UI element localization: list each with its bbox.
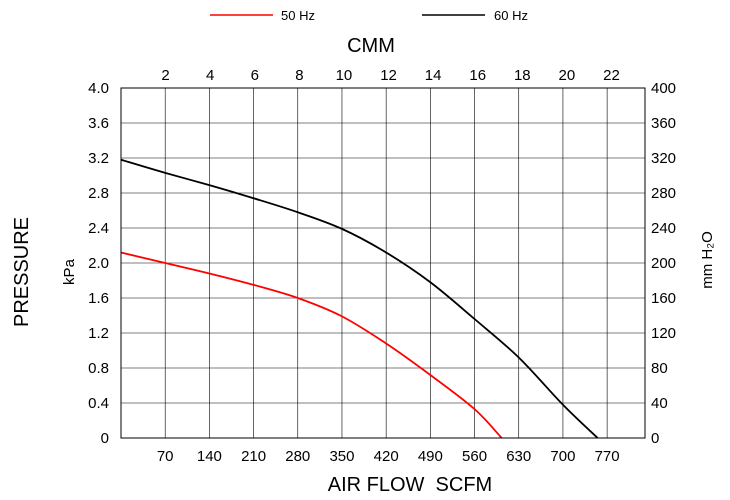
x-tick-label: 560 (462, 448, 487, 465)
y-tick-label: 2.4 (88, 220, 109, 237)
tick-labels: 0 0 0.4 40 0.8 80 1.2 120 1.6 160 2.0 200 2.4 240 2.8 2… (88, 67, 676, 465)
legend-label-50hz: 50 Hz (281, 8, 315, 23)
x2-tick-label: 18 (514, 67, 531, 84)
left-axis-title: PRESSURE (11, 217, 33, 327)
x-tick-label: 210 (241, 448, 266, 465)
y-tick-label: 0.4 (88, 395, 109, 412)
y-tick-label: 2.0 (88, 255, 109, 272)
grid (121, 87, 645, 439)
x-tick-label: 140 (197, 448, 222, 465)
y2-tick-label: 280 (651, 185, 676, 202)
y-tick-label: 0.8 (88, 360, 109, 377)
x-tick-label: 350 (329, 448, 354, 465)
y-tick-label: 4.0 (88, 80, 109, 97)
legend-label-60hz: 60 Hz (494, 8, 528, 23)
y-tick-label: 0 (101, 430, 109, 447)
left-unit-label: kPa (61, 258, 78, 285)
right-unit-label: mm H₂O (699, 231, 716, 288)
y2-tick-label: 320 (651, 150, 676, 167)
y-tick-label: 2.8 (88, 185, 109, 202)
x-tick-label: 280 (285, 448, 310, 465)
y2-tick-label: 120 (651, 325, 676, 342)
y2-tick-label: 80 (651, 360, 668, 377)
y2-tick-label: 40 (651, 395, 668, 412)
y2-tick-label: 400 (651, 80, 676, 97)
y2-tick-label: 240 (651, 220, 676, 237)
y-tick-label: 3.6 (88, 115, 109, 132)
x2-tick-label: 16 (469, 67, 486, 84)
x2-tick-label: 14 (425, 67, 442, 84)
x-tick-label: 630 (506, 448, 531, 465)
y2-tick-label: 160 (651, 290, 676, 307)
y-tick-label: 1.6 (88, 290, 109, 307)
x-tick-label: 770 (595, 448, 620, 465)
x-tick-label: 70 (157, 448, 174, 465)
x2-tick-label: 6 (251, 67, 259, 84)
plot-frame (120, 87, 646, 439)
x-tick-label: 700 (550, 448, 575, 465)
x-tick-label: 490 (418, 448, 443, 465)
series-line-50hz (120, 251, 503, 439)
x2-tick-label: 20 (559, 67, 576, 84)
bottom-axis-title: AIR FLOW SCFM (328, 474, 492, 496)
series-lines (120, 158, 599, 439)
x2-tick-label: 2 (161, 67, 169, 84)
legend: 50 Hz 60 Hz (210, 8, 528, 23)
x2-tick-label: 22 (603, 67, 620, 84)
y2-tick-label: 200 (651, 255, 676, 272)
x-tick-label: 420 (374, 448, 399, 465)
x2-tick-label: 4 (206, 67, 214, 84)
x2-tick-label: 12 (380, 67, 397, 84)
y2-tick-label: 360 (651, 115, 676, 132)
y2-tick-label: 0 (651, 430, 659, 447)
top-axis-title: CMM (347, 35, 395, 57)
y-tick-label: 3.2 (88, 150, 109, 167)
x2-tick-label: 10 (336, 67, 353, 84)
y-tick-label: 1.2 (88, 325, 109, 342)
series-line-60hz (120, 158, 599, 439)
x2-tick-label: 8 (295, 67, 303, 84)
